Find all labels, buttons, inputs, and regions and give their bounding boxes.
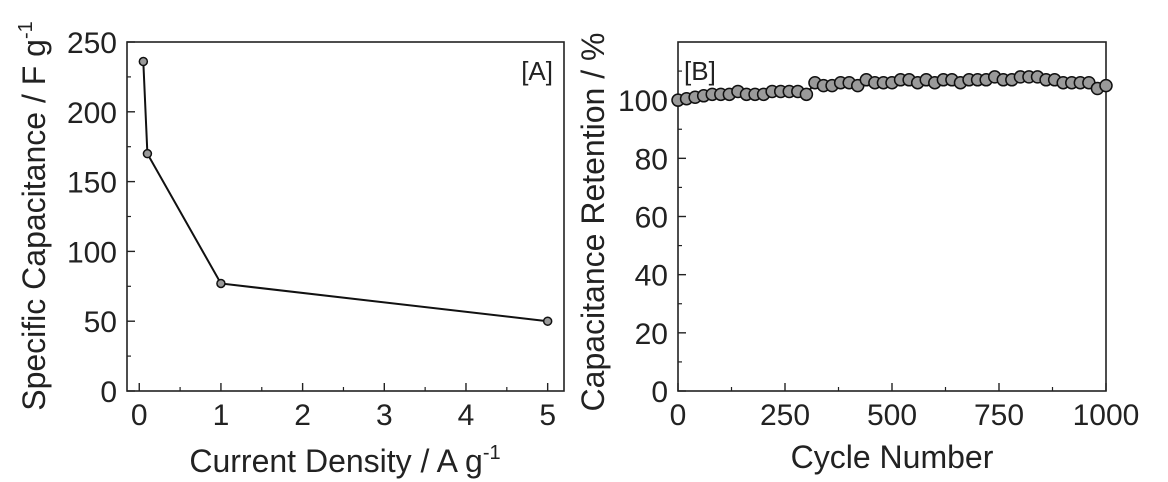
panel-a-x-axis-label: Current Density / A g-1 <box>189 442 500 479</box>
panel-b-tag: [B] <box>684 56 716 86</box>
panel-a-frame <box>126 41 565 392</box>
panel-a-y-tick-label: 250 <box>67 27 117 60</box>
panel-a-data-point <box>542 316 553 326</box>
panel-a-y-axis-label: Specific Capacitance / F g-1 <box>15 21 52 411</box>
panel-a-y-tick-label: 0 <box>100 376 117 409</box>
panel-b-ticks: 0 250 500 750 1000 0 20 40 60 80 100 <box>618 70 1140 432</box>
panel-a-y-tick-label: 50 <box>84 306 117 339</box>
panel-a-x-tick-label: 2 <box>294 399 311 432</box>
panel-b-y-tick-label: 80 <box>635 143 668 176</box>
panel-a-data-point <box>138 56 149 67</box>
panel-b-data-point <box>1099 78 1113 93</box>
panel-a-x-tick-label: 3 <box>376 399 393 432</box>
panel-a-data-point <box>216 278 226 289</box>
panel-a-y-tick-label: 150 <box>67 167 117 200</box>
panel-b-x-tick-label: 1000 <box>1073 399 1140 432</box>
panel-b-x-tick-label: 500 <box>867 399 917 432</box>
panel-a-x-tick-label: 5 <box>539 399 556 432</box>
panel-a-y-tick-label: 200 <box>67 97 117 130</box>
panel-b-y-tick-label: 100 <box>618 85 668 118</box>
panel-b-y-tick-label: 20 <box>635 318 668 351</box>
panel-b-x-tick-label: 0 <box>670 399 687 432</box>
panel-b-x-axis-label: Cycle Number <box>791 439 994 475</box>
panel-a-data-point <box>142 148 153 159</box>
panel-b-y-tick-label: 60 <box>635 202 668 235</box>
panel-b-x-tick-label: 750 <box>974 399 1024 432</box>
panel-a-x-axis-label-sup: -1 <box>483 442 501 464</box>
panel-a-x-tick-label: 4 <box>458 399 475 432</box>
panel-b-x-tick-label: 250 <box>760 399 810 432</box>
panel-a-series-line <box>142 61 548 323</box>
panel-a-y-axis-label-text: Specific Capacitance / F g <box>16 39 52 411</box>
panel-a-y-tick-label: 100 <box>67 236 117 269</box>
panel-b-data-point <box>799 87 814 102</box>
panel-a-x-axis-label-text: Current Density / A g <box>189 443 482 479</box>
panel-b: 0 250 500 750 1000 0 20 40 60 80 100 [B] Cycle Num… <box>575 33 1139 475</box>
panel-a-x-tick-label: 0 <box>131 399 148 432</box>
panel-a-series <box>138 56 553 326</box>
panel-a-y-axis-label-sup: -1 <box>15 21 37 39</box>
panel-a-tag: [A] <box>521 56 553 86</box>
panel-b-y-tick-label: 40 <box>635 260 668 293</box>
panel-b-y-axis-label: Capacitance Retention / % <box>575 33 611 412</box>
panel-b-y-tick-label: 0 <box>651 376 668 409</box>
panel-a-x-tick-label: 1 <box>213 399 230 432</box>
panel-b-series <box>671 70 1113 107</box>
